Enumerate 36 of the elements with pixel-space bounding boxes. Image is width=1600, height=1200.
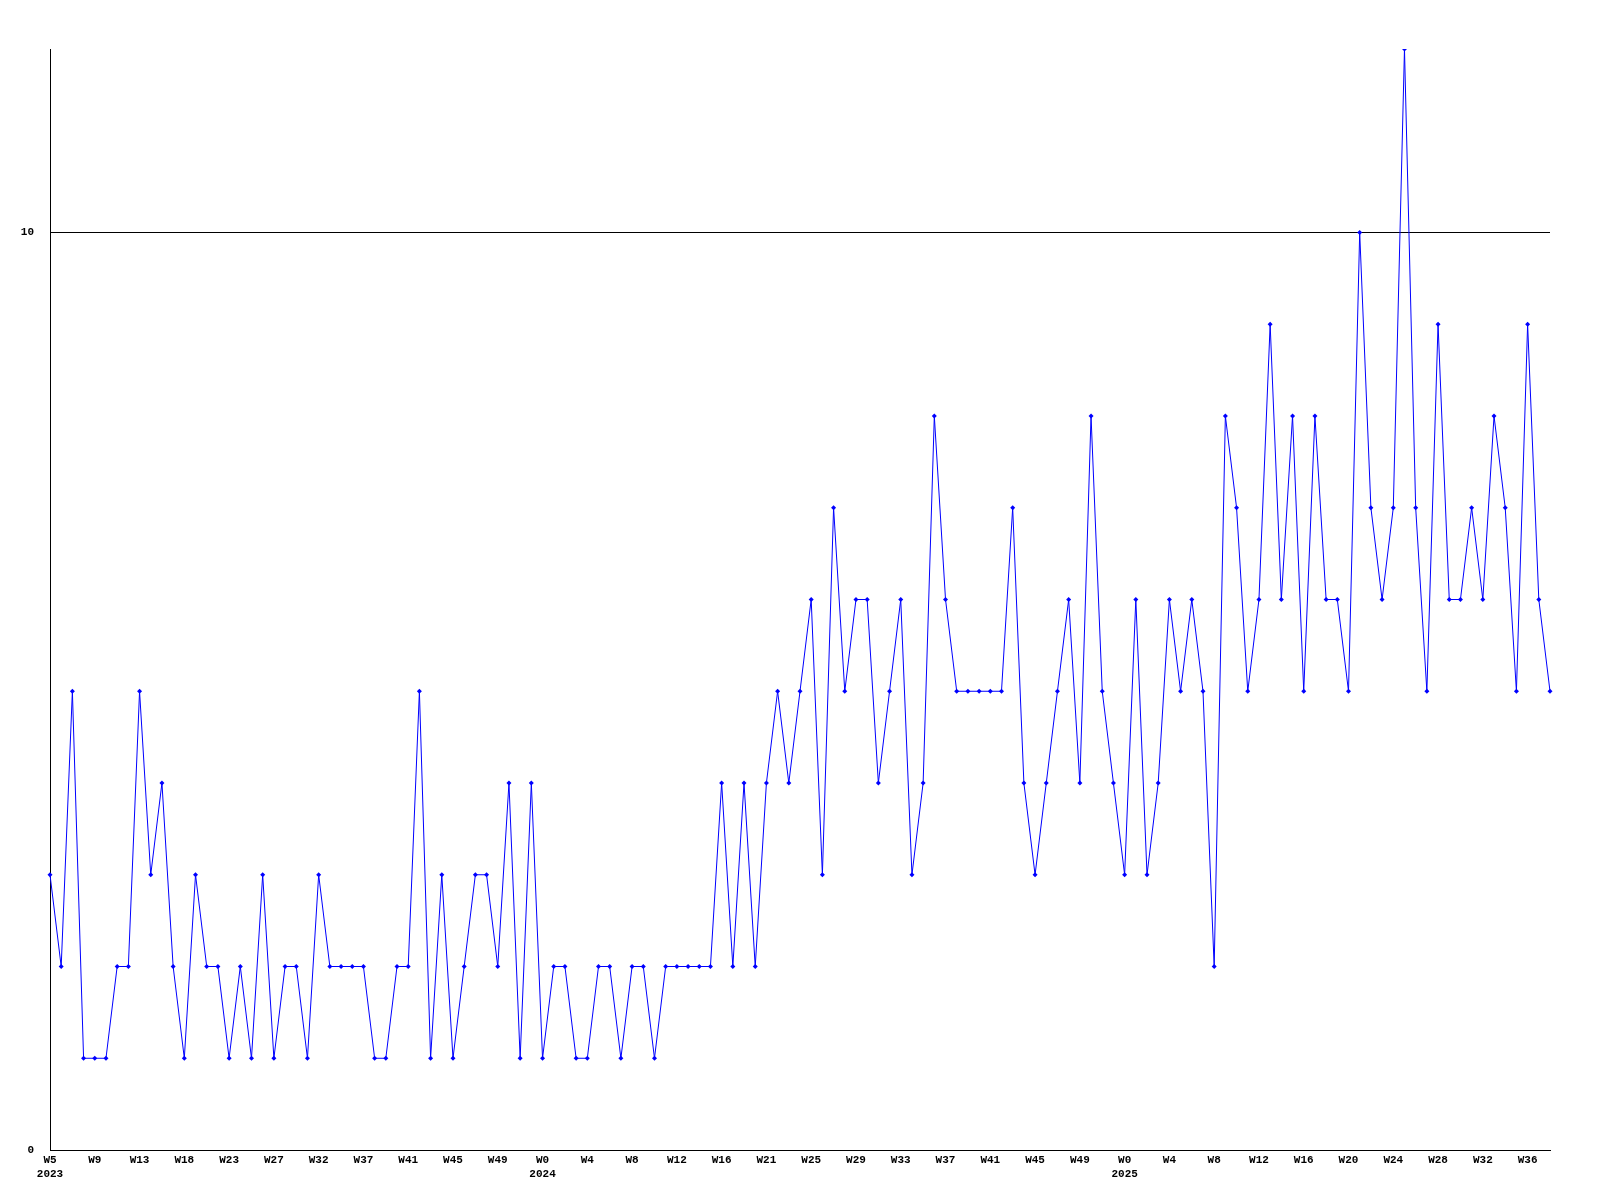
- x-tick-label: W29: [846, 1154, 866, 1167]
- x-tick-label: W49: [1069, 1154, 1090, 1167]
- x-tick-label: W49: [487, 1154, 508, 1167]
- x-tick-label: W41: [980, 1154, 1001, 1167]
- x-tick-label: W45: [443, 1154, 464, 1167]
- x-tick-label: W20: [1338, 1154, 1359, 1167]
- x-tick-label: W25: [801, 1154, 822, 1167]
- x-tick-label: W12: [666, 1154, 687, 1167]
- y-tick-label: 10: [20, 226, 34, 239]
- x-tick-label: W12: [1249, 1154, 1269, 1167]
- x-tick-label: W8: [1207, 1154, 1222, 1167]
- x-tick-label: W23: [219, 1154, 240, 1167]
- x-tick-label: W18: [174, 1154, 195, 1167]
- x-tick-label: W37: [935, 1154, 956, 1167]
- x-tick-label: W5 2023: [36, 1154, 64, 1180]
- x-tick-label: W36: [1517, 1154, 1538, 1167]
- x-tick-label: W41: [398, 1154, 419, 1167]
- x-tick-label: W32: [1472, 1154, 1493, 1167]
- x-tick-label: W13: [129, 1154, 150, 1167]
- x-tick-label: W27: [263, 1154, 284, 1167]
- x-tick-label: W0 2024: [529, 1154, 557, 1180]
- x-tick-label: W32: [308, 1154, 329, 1167]
- x-tick-label: W0 2025: [1111, 1154, 1139, 1180]
- x-tick-label: W8: [625, 1154, 640, 1167]
- x-tick-label: W9: [88, 1154, 102, 1167]
- x-tick-label: W16: [711, 1154, 732, 1167]
- x-tick-label: W4: [580, 1154, 595, 1167]
- x-tick-label: W28: [1428, 1154, 1449, 1167]
- x-tick-label: W33: [890, 1154, 912, 1167]
- x-tick-label: W21: [756, 1154, 777, 1167]
- x-tick-label: W24: [1383, 1154, 1404, 1167]
- y-tick-label: 0: [27, 1143, 34, 1156]
- x-tick-label: W4: [1162, 1154, 1177, 1167]
- x-tick-label: W37: [353, 1154, 374, 1167]
- x-tick-label: W45: [1025, 1154, 1046, 1167]
- x-tick-label: W16: [1293, 1154, 1314, 1167]
